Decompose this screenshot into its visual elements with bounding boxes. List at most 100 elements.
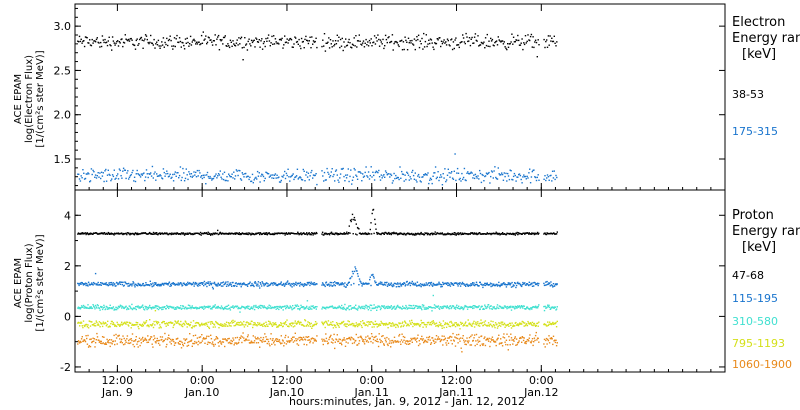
data-point [335,232,337,234]
data-point [205,337,207,339]
data-point [78,41,80,43]
data-point [409,40,411,42]
data-point [473,174,475,176]
data-point [383,344,385,346]
data-point [404,36,406,38]
data-point [322,175,324,177]
data-point [449,176,451,178]
data-point [79,325,81,327]
data-point [290,322,292,325]
data-point [508,339,511,341]
data-point [221,178,223,180]
data-point [415,39,417,42]
data-point [391,325,393,327]
data-point [377,171,379,174]
data-point [424,40,427,43]
data-point [242,59,244,61]
data-point [264,333,266,335]
data-point [525,342,527,345]
data-point [98,341,101,343]
data-point [262,282,264,284]
data-point [170,233,172,235]
data-point [419,232,422,235]
data-point [508,305,511,308]
data-point [512,175,515,178]
data-point [135,339,137,341]
data-point [369,338,371,340]
data-point [238,324,240,326]
data-point [109,44,111,46]
data-point [497,36,499,38]
y-axis-title: ACE EPAM log(Electron Flux) [1/(cm²s ster … [13,50,46,147]
data-point [284,305,286,307]
data-point [123,307,125,310]
data-point [531,321,534,324]
data-point [80,233,82,235]
data-point [182,345,185,347]
data-point [482,43,484,45]
data-point [169,173,171,175]
data-point [218,232,221,234]
data-point [131,308,134,311]
data-point [176,34,178,37]
data-point [213,175,215,178]
data-point [379,283,381,285]
data-point [350,308,352,310]
data-point [303,308,305,310]
data-point [239,337,242,339]
data-point [367,335,369,337]
data-point [153,173,155,175]
data-point [425,282,427,284]
data-point [254,281,256,283]
data-point [207,321,209,324]
data-point [97,41,99,44]
data-point [297,178,299,180]
data-point [401,322,403,325]
data-point [439,283,441,286]
data-point [286,281,288,283]
data-point [280,282,282,285]
data-point [497,307,499,309]
data-point [536,232,538,235]
data-point [233,325,235,327]
data-point [88,283,90,285]
data-point [86,282,88,285]
data-point [100,305,102,308]
data-point [425,308,427,310]
data-point [221,325,223,327]
data-point [288,282,291,285]
data-point [100,41,102,44]
data-point [91,38,93,41]
data-point [112,40,115,42]
data-point [152,306,154,308]
data-point [503,307,505,309]
data-point [514,325,516,327]
data-point [106,323,108,326]
data-point [206,285,208,288]
data-point [406,171,408,173]
data-point [276,42,278,45]
data-point [166,304,168,307]
data-point [185,321,187,323]
data-point [220,176,222,178]
data-point [342,283,345,285]
data-point [389,176,391,178]
data-point [223,325,225,327]
data-point [191,327,193,329]
data-point [386,343,389,345]
data-point [217,307,219,309]
data-point [307,232,310,234]
data-point [442,320,445,322]
data-point [390,305,392,307]
data-point [280,307,282,309]
data-point [253,282,256,284]
data-point [114,44,116,46]
data-point [276,307,279,310]
data-point [345,232,347,235]
data-point [486,173,488,175]
data-point [393,336,396,338]
data-point [181,323,183,326]
data-point [537,39,539,41]
data-point [460,306,462,308]
